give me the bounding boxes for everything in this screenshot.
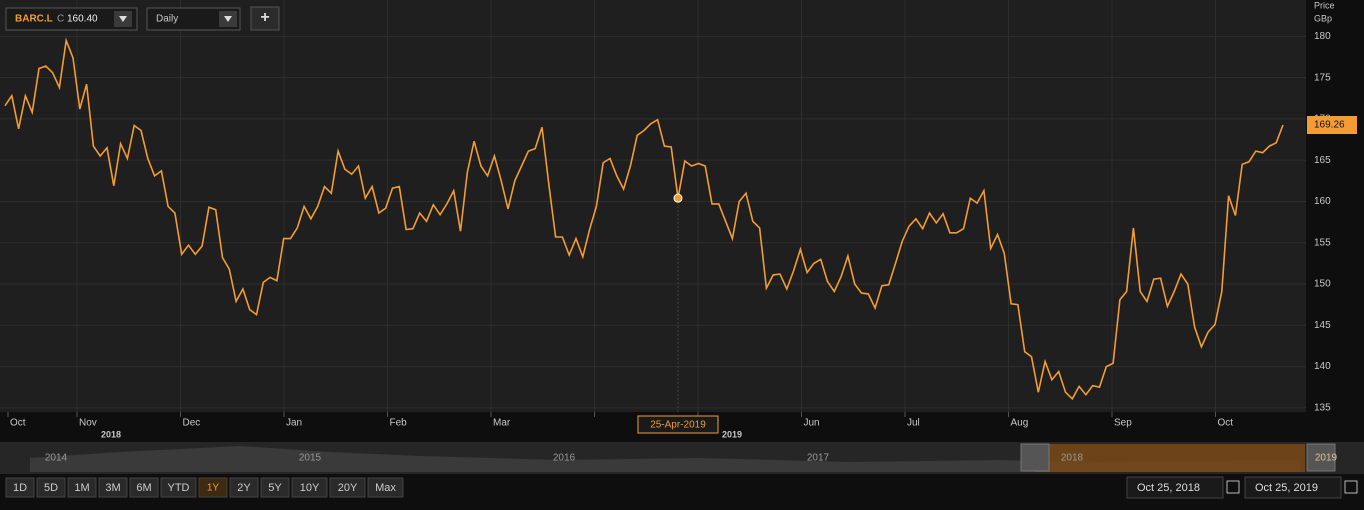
navigator-year: 2016 (553, 453, 576, 464)
x-tick-label: Oct (10, 418, 26, 429)
plot-area (0, 0, 1306, 412)
range-label: 1M (74, 482, 89, 494)
navigator-handle[interactable] (1020, 443, 1050, 472)
range-button[interactable] (291, 477, 328, 498)
y-tick-label: 175 (1314, 72, 1331, 83)
y-tick-label: 150 (1314, 279, 1331, 290)
year-label: 2019 (722, 429, 742, 439)
y-tick-label: 165 (1314, 155, 1331, 166)
range-button[interactable] (98, 477, 128, 498)
last-price-box (1307, 116, 1357, 135)
navigator-year: 2017 (807, 453, 830, 464)
add-button[interactable] (250, 6, 280, 31)
x-tick-label: Nov (79, 418, 97, 429)
range-button[interactable] (129, 477, 159, 498)
x-tick-label: Jan (286, 418, 302, 429)
y-tick-label: 135 (1314, 403, 1331, 414)
x-tick-label: Jun (804, 418, 820, 429)
symbol: BARC.L (15, 14, 53, 25)
hover-marker (673, 193, 683, 203)
range-button[interactable] (160, 477, 197, 498)
x-tick-label: Mar (493, 418, 511, 429)
hover-date: 25-Apr-2019 (650, 420, 706, 431)
date-text: Oct 25, 2019 (1255, 482, 1318, 494)
x-tick-label: Oct (1218, 418, 1234, 429)
range-label: 5D (44, 482, 58, 494)
grid (0, 0, 1306, 412)
y-title: Price (1314, 0, 1335, 10)
navigator-year: 2015 (299, 453, 322, 464)
range-label: 5Y (268, 482, 282, 494)
navigator-year: 2019 (1315, 453, 1338, 464)
range-label: 2Y (237, 482, 251, 494)
add-icon: + (260, 9, 269, 26)
year-label: 2018 (101, 429, 121, 439)
range-button[interactable] (329, 477, 366, 498)
range-label: 6M (136, 482, 151, 494)
symbol-box[interactable] (5, 7, 138, 31)
date-text: Oct 25, 2018 (1137, 482, 1200, 494)
navigator-year: 2014 (45, 453, 68, 464)
date-field[interactable] (1244, 476, 1342, 499)
y-unit: GBp (1314, 13, 1332, 23)
last-price: 169.26 (1314, 120, 1345, 131)
range-label: 3M (105, 482, 120, 494)
close-prefix: C (57, 14, 64, 25)
arrow-icon (119, 16, 127, 22)
close-value: 160.40 (67, 14, 98, 25)
y-tick-label: 180 (1314, 31, 1331, 42)
y-tick-label: 140 (1314, 361, 1331, 372)
calendar-icon[interactable] (1344, 480, 1358, 494)
range-label: 10Y (300, 482, 320, 494)
calendar-icon[interactable] (1226, 480, 1240, 494)
arrow-icon (224, 16, 232, 22)
x-tick-label: Dec (183, 418, 201, 429)
range-button[interactable] (260, 477, 290, 498)
range-label: YTD (168, 482, 190, 494)
range-label: 1Y (207, 483, 220, 494)
range-button[interactable] (229, 477, 259, 498)
range-label: Max (375, 482, 396, 494)
range-button[interactable] (367, 477, 404, 498)
x-tick-label: Sep (1114, 418, 1132, 429)
range-button[interactable] (36, 477, 66, 498)
navigator-history (30, 446, 1300, 472)
navigator-year: 2018 (1061, 453, 1084, 464)
range-label: 20Y (338, 482, 358, 494)
y-tick-label: 160 (1314, 196, 1331, 207)
date-field[interactable] (1126, 476, 1224, 499)
navigator-handle[interactable] (1306, 443, 1336, 472)
x-tick-label: Jul (907, 418, 920, 429)
range-label: 1D (13, 482, 27, 494)
range-button[interactable] (198, 477, 228, 498)
range-button[interactable] (5, 477, 35, 498)
interval: Daily (156, 14, 178, 25)
interval-box[interactable] (146, 7, 241, 31)
y-tick-label: 145 (1314, 320, 1331, 331)
y-tick-label: 155 (1314, 237, 1331, 248)
x-tick-label: Aug (1011, 418, 1029, 429)
hover-date-box (637, 415, 719, 434)
navigator-selection[interactable] (1035, 444, 1305, 472)
x-tick-label: Feb (390, 418, 408, 429)
price-line (4, 37, 1284, 401)
range-button[interactable] (67, 477, 97, 498)
